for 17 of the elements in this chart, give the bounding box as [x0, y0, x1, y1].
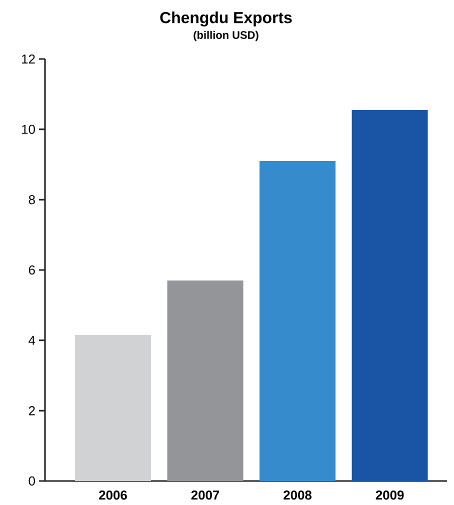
- y-tick-label: 12: [22, 54, 35, 64]
- y-tick-label: 0: [28, 476, 35, 486]
- y-tick-label: 4: [28, 336, 36, 345]
- x-tick-label: 2006: [99, 490, 127, 500]
- bar: [352, 110, 428, 481]
- bar: [75, 335, 151, 481]
- chart-subtitle: (billion USD): [194, 30, 258, 42]
- y-tick-label: 2: [28, 406, 35, 416]
- y-tick-label: 8: [28, 195, 35, 204]
- bar: [167, 280, 244, 481]
- chart-title: Chengdu Exports: [160, 12, 292, 26]
- x-tick-label: 2007: [191, 490, 220, 500]
- y-tick-label: 10: [22, 124, 35, 134]
- x-tick-label: 2009: [376, 490, 404, 500]
- bar: [260, 160, 336, 481]
- y-tick-label: 6: [28, 265, 35, 275]
- x-tick-label: 2008: [284, 490, 312, 500]
